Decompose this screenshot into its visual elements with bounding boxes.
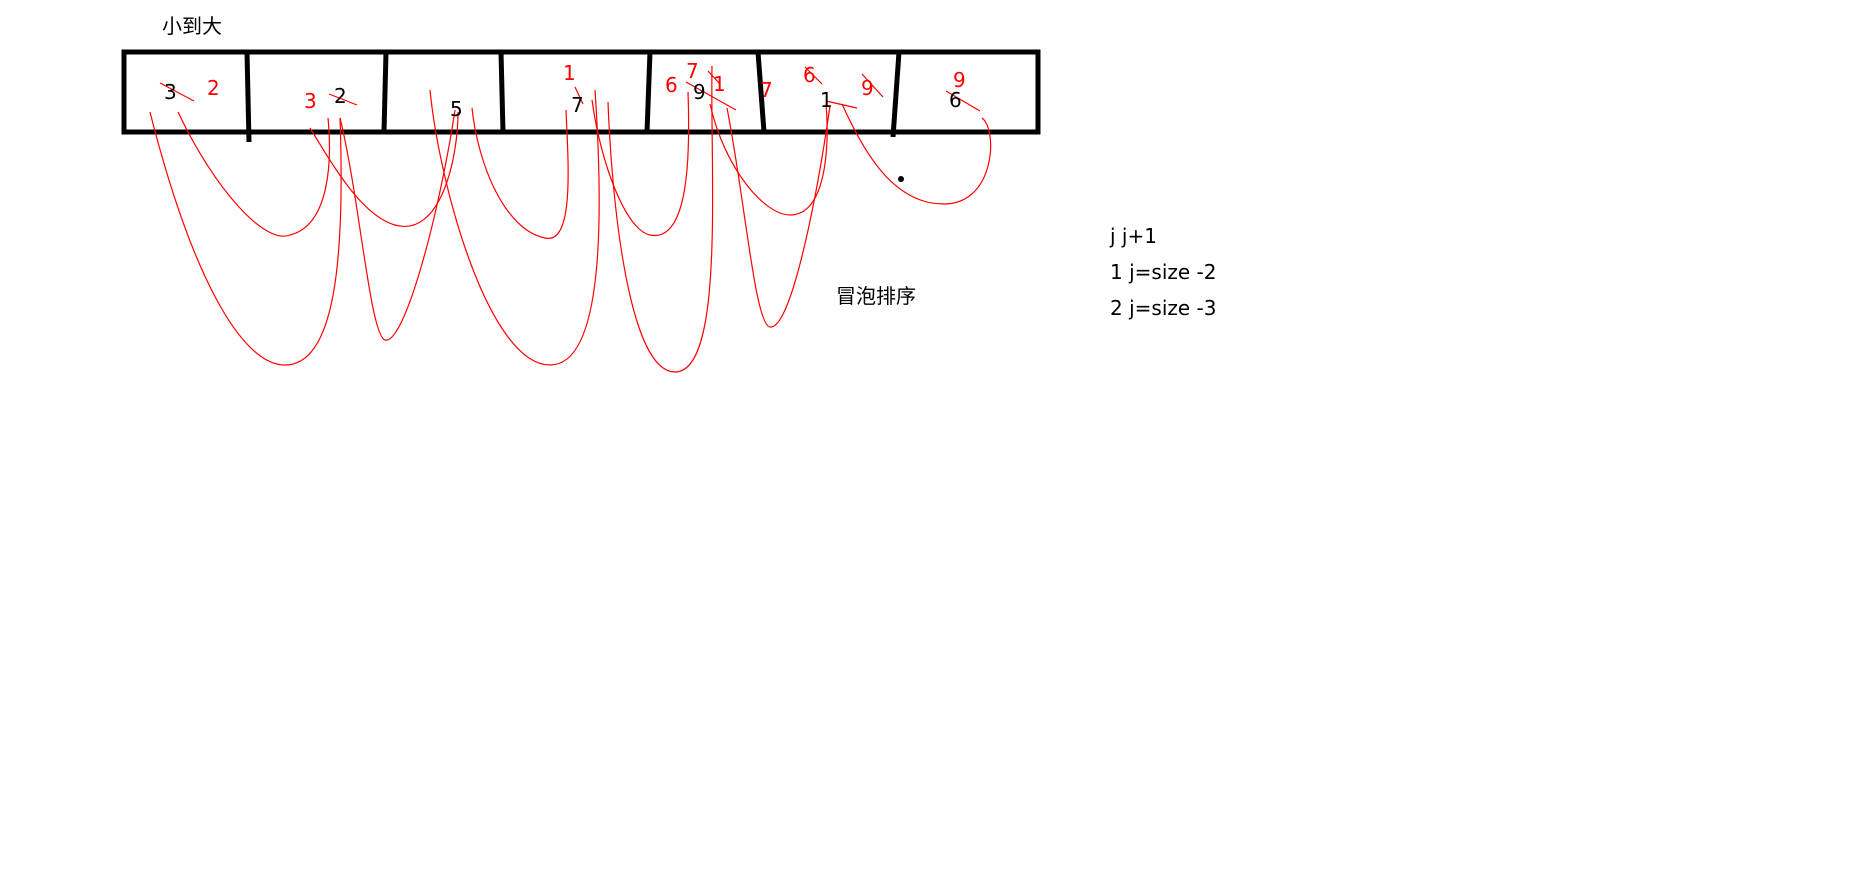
array-box (121, 49, 1041, 143)
note-line-1: j j+1 (1110, 224, 1157, 248)
cell-7-new-value: 9 (953, 68, 966, 92)
swap-arc (309, 111, 459, 228)
swap-arc (841, 103, 992, 205)
cell-divider (381, 51, 389, 133)
cell-5-right-value: 1 (713, 72, 726, 96)
note-line-3: 2 j=size -3 (1110, 296, 1217, 320)
strike-mark (707, 70, 721, 85)
cell-2-value: 2 (334, 84, 347, 108)
array-outline (121, 49, 1041, 135)
strike-mark (159, 82, 195, 102)
strike-mark (574, 86, 584, 105)
swap-arc (591, 91, 690, 236)
note-line-2: 1 j=size -2 (1110, 260, 1217, 284)
cell-3-value: 5 (450, 97, 463, 121)
cell-1-new-value: 2 (207, 76, 220, 100)
cell-4-value: 7 (571, 93, 584, 117)
strike-mark (861, 73, 884, 98)
swap-arc (149, 111, 342, 366)
strike-marks (159, 66, 981, 112)
cell-6-right-value: 9 (861, 76, 874, 100)
cell-4-new-value: 1 (563, 61, 576, 85)
swap-arc (709, 103, 828, 216)
swap-arc (471, 107, 569, 239)
strike-mark (825, 100, 858, 109)
marker-dot (898, 176, 904, 182)
strike-mark (685, 81, 737, 111)
swap-arc (607, 65, 714, 373)
swap-arc (726, 105, 831, 328)
swap-arcs (149, 65, 992, 373)
cell-5-value: 9 (693, 80, 706, 104)
cell-divider (244, 51, 252, 143)
cell-7-value: 6 (949, 88, 962, 112)
cell-divider (755, 51, 767, 133)
cell-2-new-value: 3 (304, 89, 317, 113)
cell-divider (644, 51, 653, 133)
cell-5-top-value: 7 (686, 59, 699, 83)
cell-5-left-value: 6 (665, 73, 678, 97)
swap-arc (429, 89, 600, 366)
cell-1-value: 3 (164, 80, 177, 104)
strike-mark (804, 66, 823, 85)
strike-mark (945, 90, 981, 112)
cell-6-left-value: 7 (760, 78, 773, 102)
cell-6-top-value: 6 (803, 63, 816, 87)
swap-arc (177, 111, 331, 237)
strike-mark (328, 93, 358, 106)
cell-divider (890, 51, 902, 138)
cell-divider (498, 51, 506, 133)
cell-6-value: 1 (820, 88, 833, 112)
diagram-title: 小到大 (162, 14, 222, 38)
bubble-sort-label: 冒泡排序 (836, 284, 916, 308)
swap-arc (339, 109, 456, 341)
